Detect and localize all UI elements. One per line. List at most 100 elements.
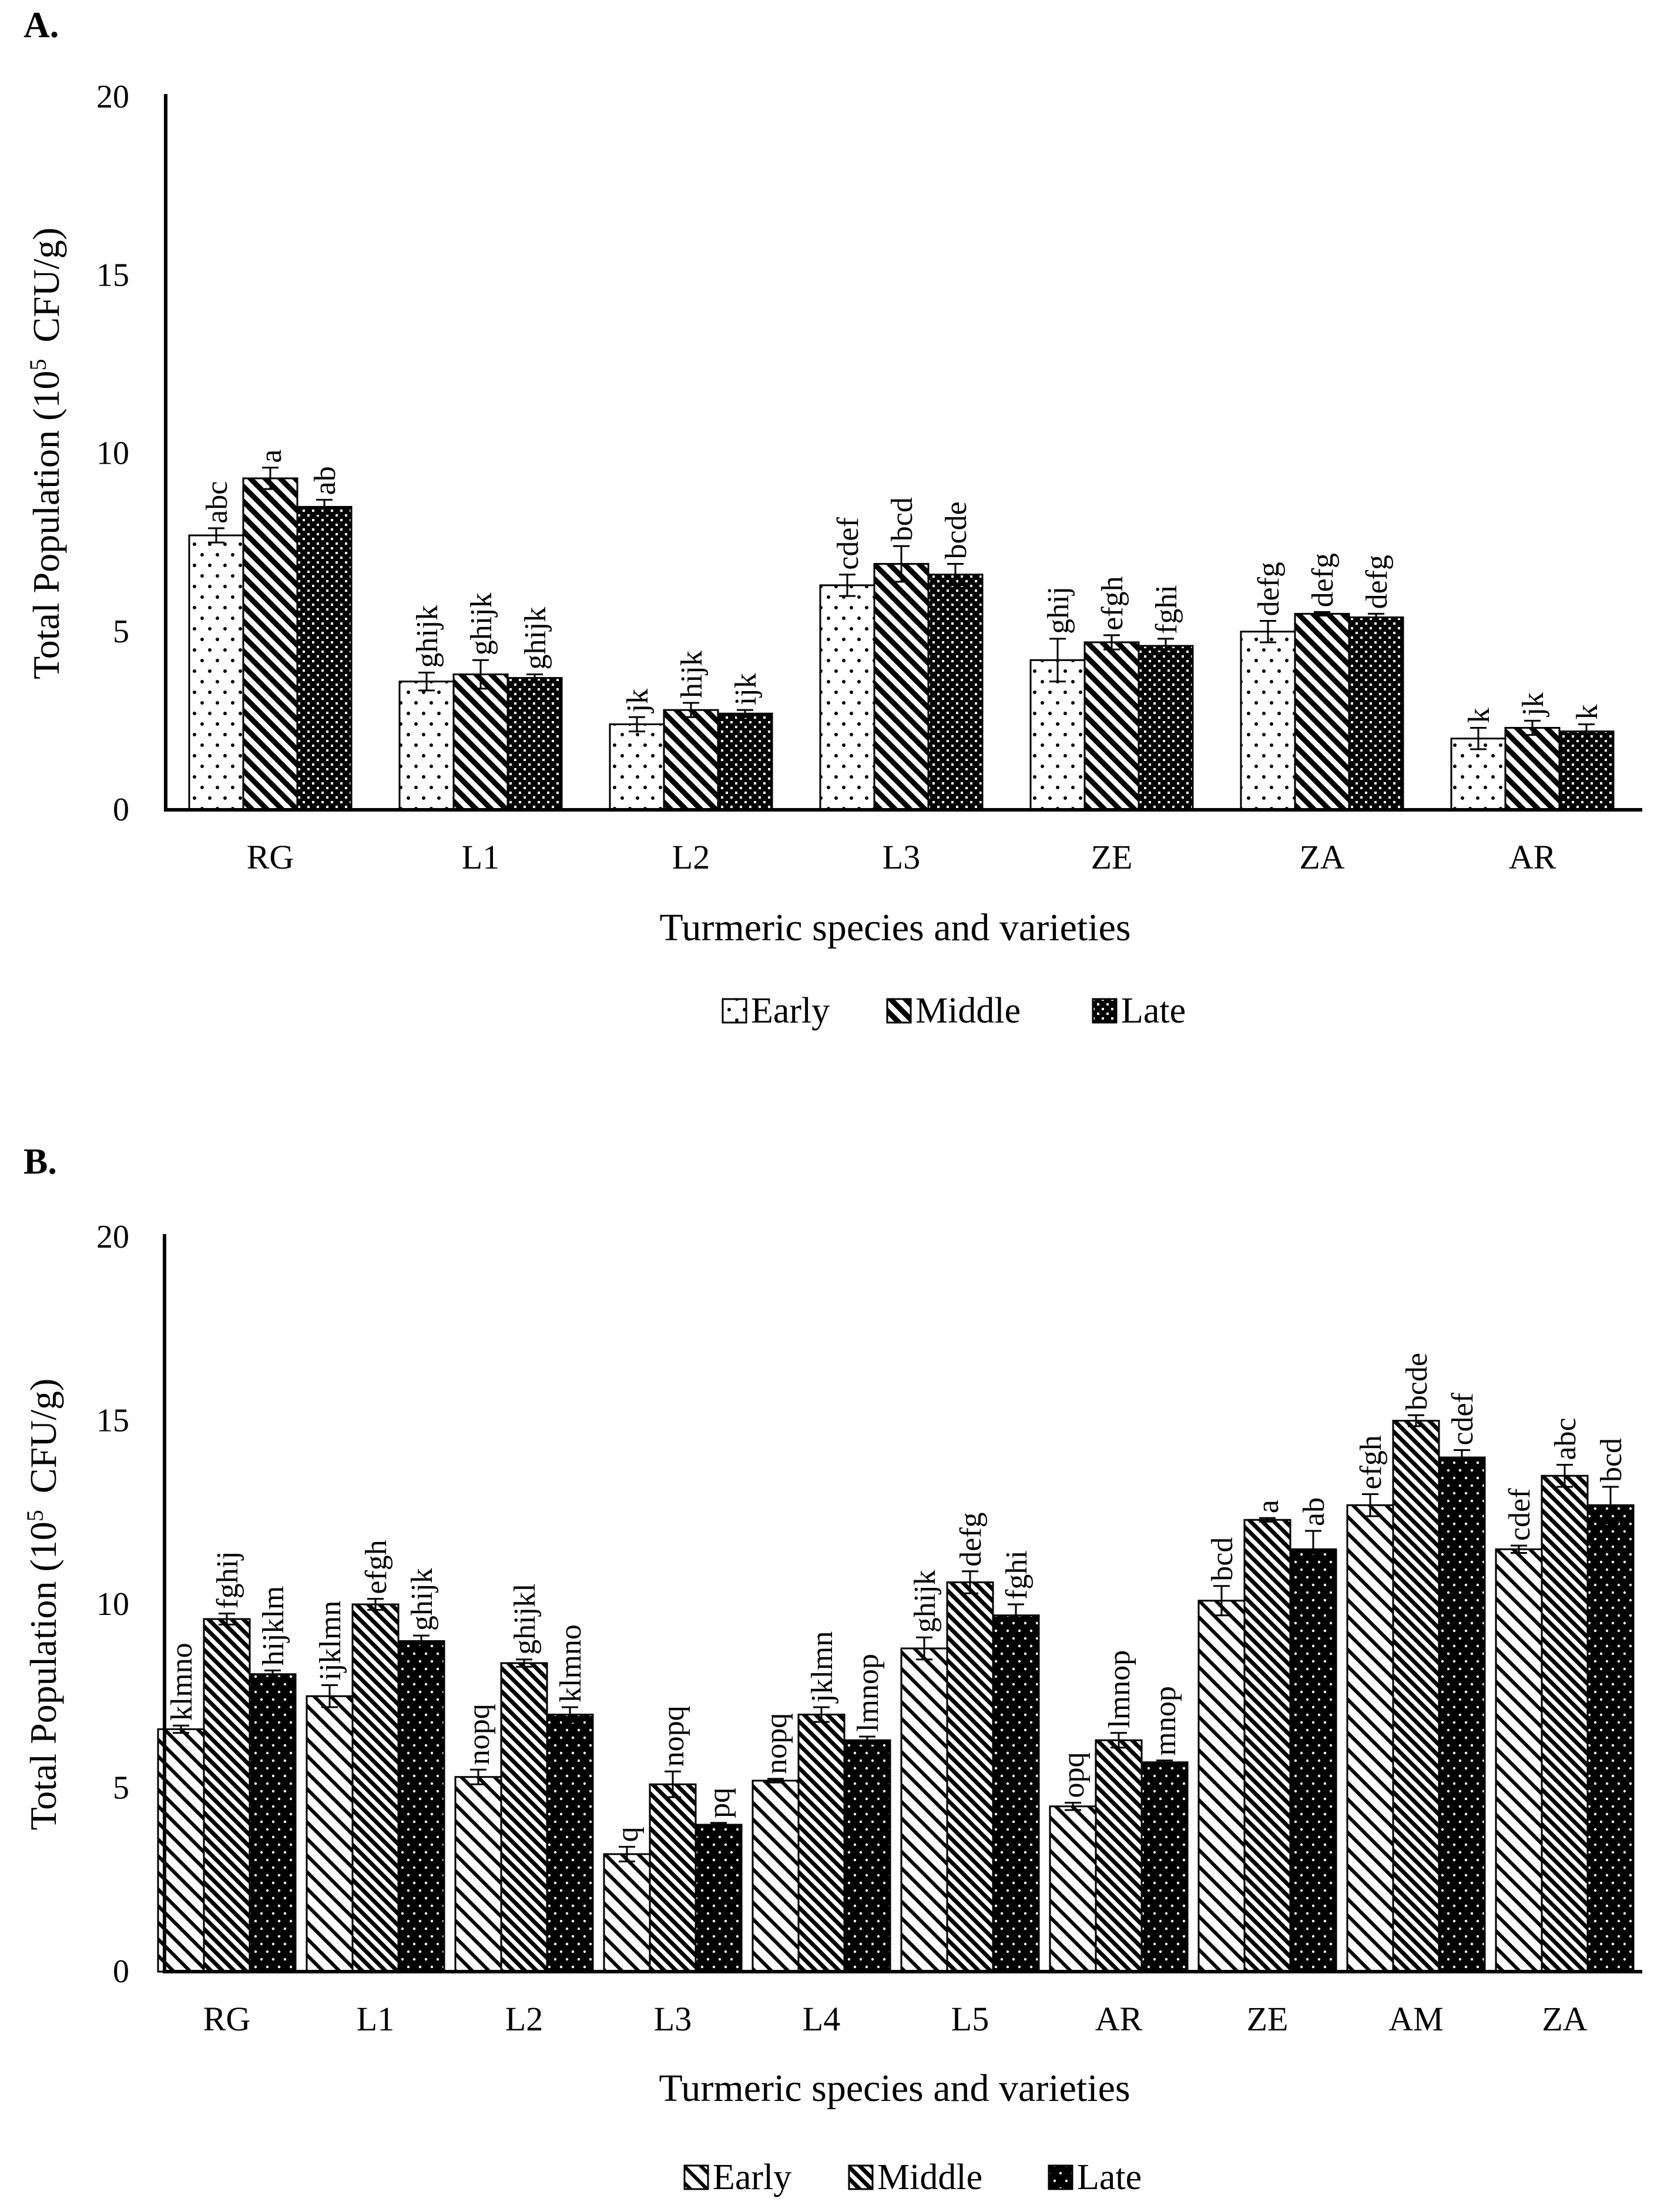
significance-label: ijklmn [314,1601,347,1681]
bar-early [398,681,455,811]
significance-label: ghijk [908,1570,942,1633]
bar-early [1197,1600,1246,1973]
bar-late [695,1824,743,1973]
significance-label: klmno [554,1624,588,1702]
bar-middle [500,1662,548,1973]
y-axis-title: Total Population (105CFU/g) [25,227,68,679]
y-tick-label: 15 [96,1403,129,1439]
legend-swatch-late [1048,2164,1073,2190]
bar-late [717,712,773,811]
bar-middle [1083,641,1140,811]
bar-late [1138,645,1194,811]
bar-middle [1504,727,1561,811]
bar-early [751,1779,800,1973]
significance-label: nopq [462,1704,496,1765]
significance-label: ab [308,466,342,495]
legend-label-late: Late [1077,2157,1142,2197]
significance-label: ghijk [519,607,552,670]
significance-label: k [1462,708,1496,723]
significance-label: ghijk [465,592,498,655]
legend-label-late: Late [1121,991,1186,1031]
bar-late [992,1614,1040,1973]
legend: Early Middle Late [683,2157,1142,2197]
x-category-label: L1 [462,838,499,876]
significance-label: bcd [1595,1438,1628,1482]
bar-late [397,1640,445,1973]
bar-middle [351,1603,400,1973]
x-axis-title: Turmeric species and varieties [659,2067,1130,2110]
bar-middle [203,1618,251,1973]
significance-label: fghij [211,1551,244,1608]
bar-late [1289,1548,1337,1973]
significance-label: ghijkl [508,1583,542,1654]
significance-label: opq [1057,1752,1091,1798]
bar-late [1140,1761,1189,1973]
x-category-label: ZE [1091,838,1133,876]
x-category-label: AR [1509,838,1556,876]
significance-label: defg [1252,562,1286,616]
bar-middle [873,563,930,811]
bar-middle [797,1714,846,1973]
significance-label: a [254,450,288,463]
bar-middle [649,1783,697,1973]
significance-label: klmno [165,1643,199,1721]
significance-label: lmnop [851,1654,885,1732]
x-category-label: L5 [951,2000,989,2038]
significance-label: abc [1549,1417,1582,1460]
x-category-label: L1 [357,2000,394,2038]
x-category-label: ZE [1247,2000,1289,2038]
significance-label: efgh [1354,1435,1388,1489]
x-category-label: L3 [654,2000,692,2038]
x-axis-title: Turmeric species and varieties [659,906,1130,949]
bar-early [1495,1548,1543,1973]
bar-late [506,677,563,811]
y-tick-label: 10 [96,435,129,472]
y-tick-label: 0 [113,1953,129,1990]
bar-middle [1294,612,1350,811]
panel-a-label: A. [24,5,59,45]
significance-label: cdef [1503,1488,1536,1541]
significance-label: ijk [729,673,763,705]
x-category-label: L2 [672,838,710,876]
legend: Early Middle Late [722,991,1186,1031]
bar-early [1346,1504,1394,1973]
y-tick-label: 10 [96,1586,129,1623]
significance-label: ghij [1042,586,1075,634]
significance-label: ghijk [411,605,444,668]
y-axis-title: Total Population (105CFU/g) [22,1379,65,1831]
y-tick-label: 15 [96,257,129,293]
bar-early [1029,659,1086,811]
bar-late [927,574,984,811]
legend-swatch-middle [886,998,912,1024]
bar-middle [1541,1474,1589,1973]
significance-label: efgh [1096,576,1129,630]
x-category-label: L2 [505,2000,543,2038]
x-category-label: ZA [1299,838,1344,876]
legend-label-middle: Middle [877,2157,982,2197]
bar-early [603,1853,651,1973]
x-category-label: RG [203,2000,251,2038]
significance-label: defg [1360,555,1394,609]
x-category-label: ZA [1542,2000,1587,2038]
significance-label: bcd [1206,1537,1239,1581]
chart-panel-b: 0 5 10 15 20 klmno fghij hijklm RG ijklmn efgh ghij… [22,1219,1642,2197]
significance-label: jk [1517,692,1550,717]
bar-middle [242,477,298,811]
bar-early [819,584,875,811]
legend-swatch-early [722,998,747,1024]
significance-label: bcde [940,501,973,559]
legend-label-early: Early [751,991,830,1031]
bar-late [843,1739,891,1973]
significance-label: jk [621,689,655,713]
significance-label: fghi [1150,585,1183,634]
significance-label: a [1252,1500,1285,1513]
panel-b-label: B. [24,1142,57,1182]
significance-label: ab [1297,1497,1331,1526]
significance-label: pq [703,1788,736,1818]
legend-label-early: Early [713,2157,791,2197]
bar-early [454,1776,502,1973]
significance-label: nopq [760,1713,793,1774]
significance-label: mnop [1149,1686,1182,1755]
legend-swatch-middle [848,2164,874,2190]
